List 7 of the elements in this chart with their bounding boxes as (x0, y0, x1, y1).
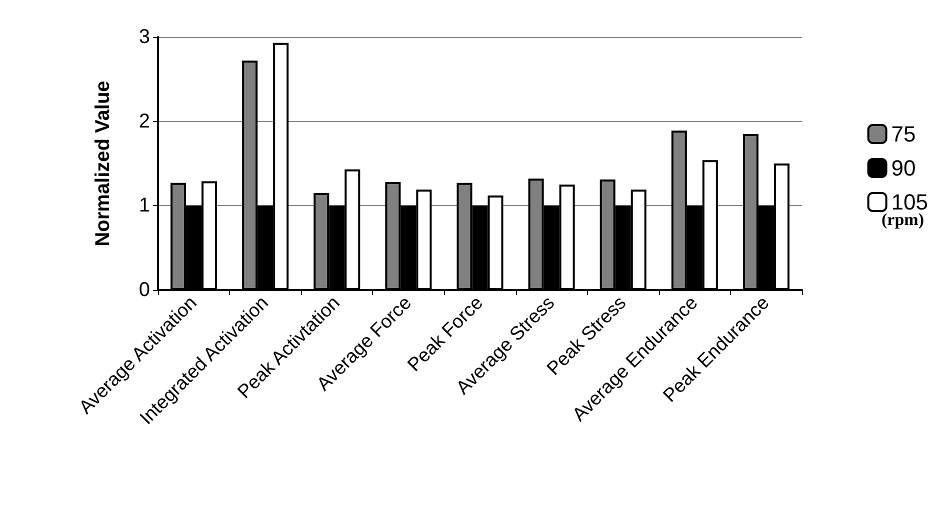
y-tick-label: 0 (138, 279, 150, 301)
y-axis-title: Normalized Value (92, 80, 114, 246)
y-tick-label: 1 (138, 194, 150, 217)
y-tick-label: 3 (138, 26, 150, 48)
legend-label: 90 (891, 156, 916, 180)
y-tick-label: 2 (138, 110, 150, 132)
legend-label: 75 (891, 122, 916, 146)
